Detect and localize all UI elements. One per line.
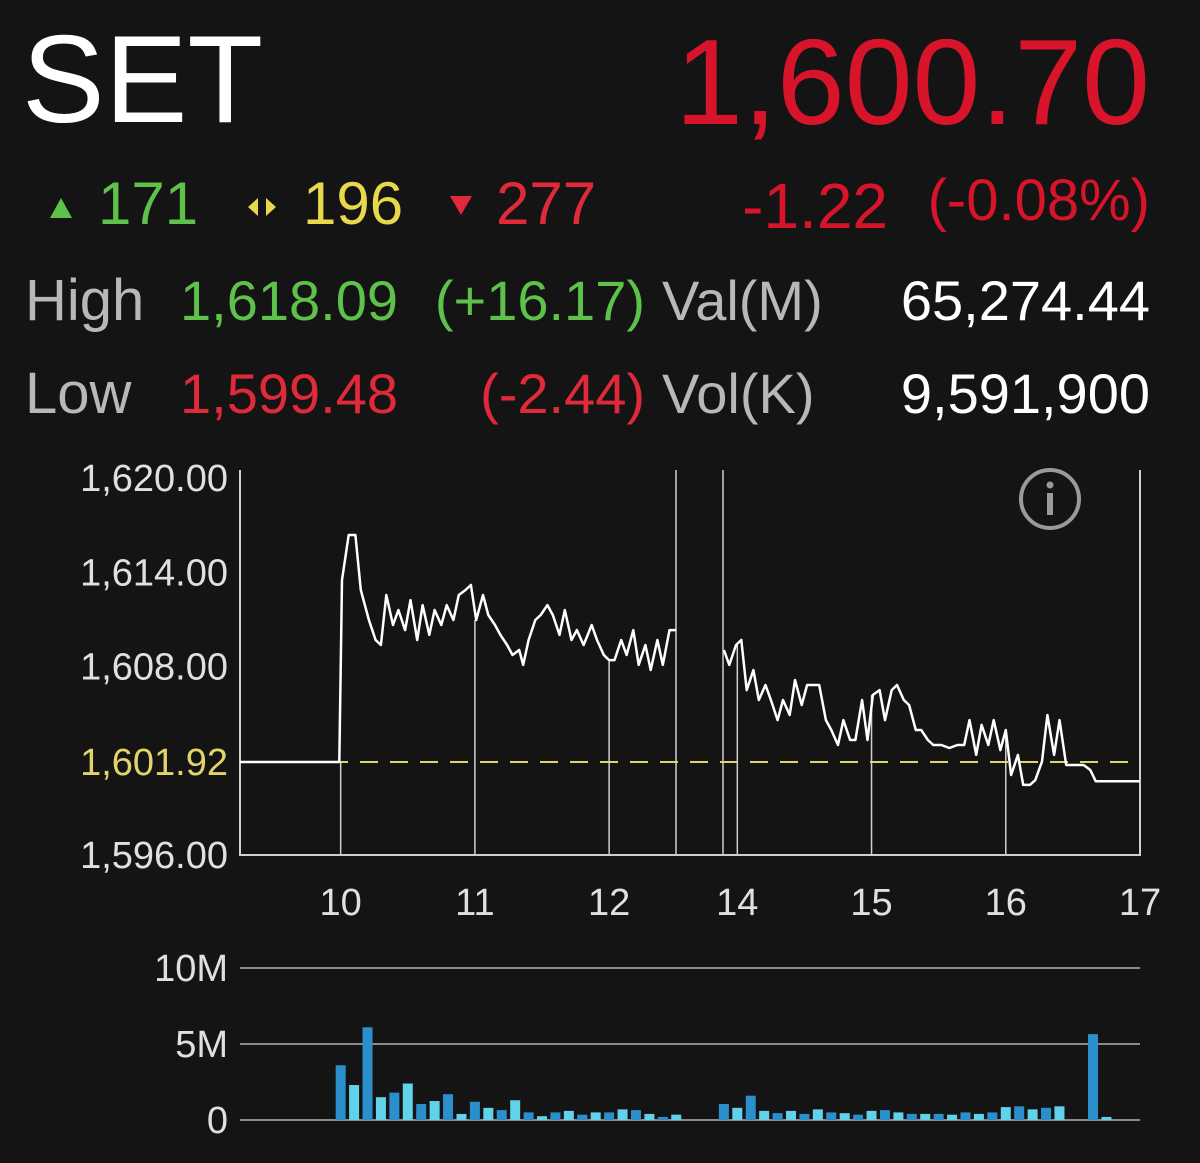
volume-bar bbox=[933, 1113, 944, 1120]
price-line bbox=[722, 638, 1140, 787]
volume-bar bbox=[456, 1113, 467, 1120]
value-traded: 65,274.44 bbox=[901, 269, 1150, 332]
volume-bar bbox=[879, 1110, 890, 1120]
volume-bar bbox=[853, 1114, 864, 1120]
volume-bar bbox=[590, 1112, 601, 1120]
down-icon bbox=[450, 196, 472, 215]
volume-bar bbox=[523, 1112, 534, 1120]
volume-bar bbox=[389, 1092, 400, 1120]
y-tick-label: 1,614.00 bbox=[80, 552, 228, 594]
y-tick-label: 5M bbox=[175, 1024, 228, 1066]
volume-bar bbox=[469, 1101, 480, 1120]
reference-label: 1,601.92 bbox=[80, 742, 228, 784]
volume-bar bbox=[496, 1110, 507, 1120]
volume-bar bbox=[630, 1110, 641, 1120]
volume-bar bbox=[550, 1112, 561, 1120]
volume-bar bbox=[1101, 1116, 1112, 1120]
volume-bar bbox=[786, 1110, 797, 1120]
volume-bar bbox=[772, 1113, 783, 1120]
volume-bar bbox=[947, 1114, 958, 1120]
advances: 171 bbox=[98, 170, 198, 237]
volume-bar bbox=[826, 1112, 837, 1120]
volume-bar bbox=[657, 1116, 668, 1120]
x-tick-label: 14 bbox=[716, 882, 758, 924]
y-tick-label: 1,596.00 bbox=[80, 835, 228, 877]
volume-bar bbox=[349, 1085, 360, 1120]
volume-bar bbox=[987, 1112, 998, 1120]
volume: 9,591,900 bbox=[901, 362, 1150, 425]
price-line bbox=[240, 533, 677, 764]
change: -1.22 bbox=[742, 170, 888, 242]
volume-bar bbox=[375, 1097, 386, 1120]
volume-bar bbox=[617, 1109, 628, 1120]
volume-bar bbox=[416, 1104, 427, 1120]
y-tick-label: 10M bbox=[154, 948, 228, 990]
low-label: Low bbox=[25, 361, 133, 426]
high: 1,618.09 bbox=[180, 269, 398, 332]
x-tick-label: 11 bbox=[455, 882, 494, 924]
high-change: (+16.17) bbox=[435, 269, 645, 332]
low-change: (-2.44) bbox=[480, 362, 645, 425]
symbol: SET bbox=[22, 11, 263, 149]
volume-bar bbox=[1088, 1034, 1099, 1120]
volume-bar bbox=[1000, 1107, 1011, 1120]
volume-bar bbox=[718, 1104, 729, 1120]
val-label: Val(M) bbox=[662, 269, 823, 332]
volume-bar bbox=[402, 1083, 413, 1120]
volume-bar bbox=[604, 1112, 615, 1120]
volume-bar bbox=[563, 1110, 574, 1120]
declines: 277 bbox=[496, 170, 596, 237]
volume-bar bbox=[1027, 1109, 1038, 1120]
volume-bar bbox=[866, 1110, 877, 1120]
up-icon bbox=[50, 198, 72, 218]
volume-bar bbox=[960, 1112, 971, 1120]
unchanged: 196 bbox=[303, 170, 403, 237]
info-icon[interactable] bbox=[1019, 468, 1081, 530]
volume-bar bbox=[644, 1113, 655, 1120]
volume-bar bbox=[510, 1100, 521, 1120]
y-tick-label: 1,608.00 bbox=[80, 647, 228, 689]
x-tick-label: 17 bbox=[1119, 882, 1161, 924]
volume-bar bbox=[429, 1101, 440, 1120]
volume-bar bbox=[812, 1109, 823, 1120]
volume-bar bbox=[362, 1027, 373, 1120]
volume-bar bbox=[443, 1094, 454, 1120]
volume-bar bbox=[335, 1065, 346, 1120]
volume-bar bbox=[906, 1113, 917, 1120]
volume-bar bbox=[1014, 1106, 1025, 1120]
volume-bar bbox=[920, 1113, 931, 1120]
unchanged-icon bbox=[266, 198, 276, 216]
volume-bar bbox=[839, 1113, 850, 1120]
low: 1,599.48 bbox=[180, 362, 398, 425]
x-tick-label: 16 bbox=[985, 882, 1027, 924]
volume-bar bbox=[745, 1095, 756, 1120]
volume-bar bbox=[1041, 1107, 1052, 1120]
x-tick-label: 12 bbox=[588, 882, 630, 924]
volume-bar bbox=[973, 1113, 984, 1120]
high-label: High bbox=[25, 268, 144, 333]
change-pct: (-0.08%) bbox=[928, 168, 1150, 233]
volume-bar bbox=[893, 1112, 904, 1120]
volume-bar bbox=[732, 1107, 743, 1120]
volume-bar bbox=[537, 1116, 548, 1120]
x-tick-label: 10 bbox=[320, 882, 362, 924]
volume-bar bbox=[1054, 1106, 1065, 1120]
y-tick-label: 0 bbox=[207, 1100, 228, 1142]
unchanged-icon bbox=[248, 198, 258, 216]
last-price: 1,600.70 bbox=[675, 14, 1150, 150]
volume-bar bbox=[577, 1114, 588, 1120]
volume-bar bbox=[799, 1113, 810, 1120]
volume-bar bbox=[483, 1107, 494, 1120]
y-tick-label: 1,620.00 bbox=[80, 458, 228, 500]
volume-bar bbox=[671, 1114, 682, 1120]
x-tick-label: 15 bbox=[850, 882, 892, 924]
volume-bar bbox=[759, 1110, 770, 1120]
vol-label: Vol(K) bbox=[662, 362, 815, 425]
